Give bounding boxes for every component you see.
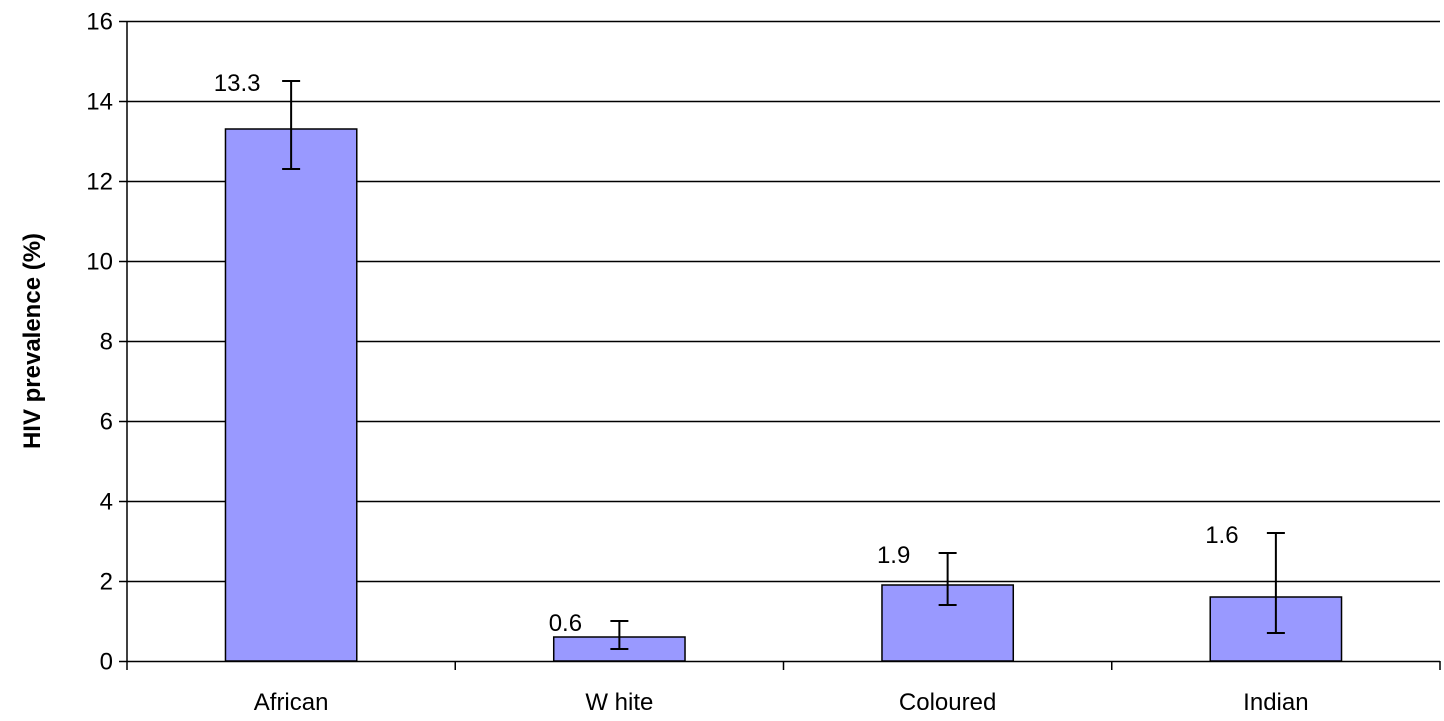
data-label: 1.6 [1205,522,1238,549]
bar [225,129,356,661]
y-axis-title: HIV prevalence (%) [19,233,46,449]
y-tick-label: 14 [86,89,113,116]
y-tick-label: 12 [86,169,113,196]
y-tick-label: 0 [100,649,113,676]
x-category-label: Coloured [899,689,996,716]
y-tick-label: 16 [86,9,113,36]
data-label: 0.6 [549,610,582,637]
x-category-label: W hite [585,689,653,716]
data-label: 1.9 [877,542,910,569]
y-tick-label: 10 [86,249,113,276]
error-bars [282,81,1285,649]
data-label: 13.3 [214,70,261,97]
y-tick-label: 2 [100,569,113,596]
y-tick-label: 6 [100,409,113,436]
y-tick-label: 4 [100,489,113,516]
x-category-label: African [254,689,329,716]
x-category-label: Indian [1243,689,1308,716]
y-tick-label: 8 [100,329,113,356]
